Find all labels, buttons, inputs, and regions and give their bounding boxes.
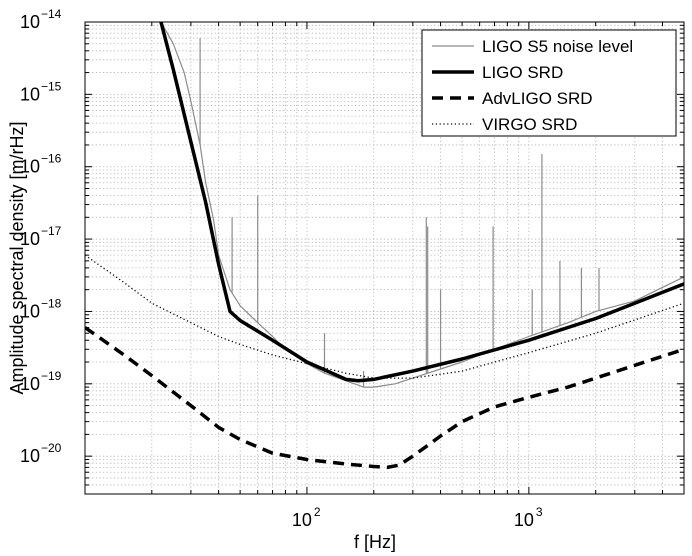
y-tick-label: 10 [20, 12, 40, 32]
grid [84, 21, 685, 495]
series-line-1 [159, 22, 684, 383]
legend-label-1: LIGO SRD [482, 63, 563, 82]
legend: LIGO S5 noise level LIGO SRD AdvLIGO SRD VI… [421, 29, 677, 137]
x-tick-label: 10 [514, 510, 534, 530]
y-tick-label: 10 [20, 84, 40, 104]
x-axis-label: f [Hz] [354, 532, 396, 552]
y-tick-label: 10 [20, 446, 40, 466]
plot-frame [84, 21, 685, 495]
y-tick-label: 10 [20, 229, 40, 249]
y-tick-label: 10 [20, 301, 40, 321]
y-tick-label-exponent: −15 [41, 79, 62, 93]
ticks [84, 21, 685, 495]
y-tick-label: 10 [20, 374, 40, 394]
series-line-3 [85, 254, 684, 379]
legend-label-3: VIRGO SRD [482, 115, 577, 134]
y-tick-label-exponent: −17 [41, 224, 62, 238]
series-layer [85, 22, 684, 470]
legend-box [421, 29, 677, 137]
y-tick-label-exponent: −19 [41, 369, 62, 383]
y-tick-label-exponent: −16 [41, 152, 62, 166]
y-axis-label: Amplitude spectral density [m/rHz] [7, 121, 27, 394]
legend-label-2: AdvLIGO SRD [482, 89, 593, 108]
legend-label-0: LIGO S5 noise level [482, 37, 633, 56]
y-tick-label-exponent: −14 [41, 7, 62, 21]
y-tick-label-exponent: −20 [41, 441, 62, 455]
series-line-2 [85, 326, 684, 470]
x-tick-label-exponent: 2 [314, 505, 321, 519]
x-tick-label-exponent: 3 [536, 505, 543, 519]
y-tick-label: 10 [20, 157, 40, 177]
y-tick-label-exponent: −18 [41, 296, 62, 310]
series-line-0 [160, 22, 684, 388]
x-tick-label: 10 [292, 510, 312, 530]
